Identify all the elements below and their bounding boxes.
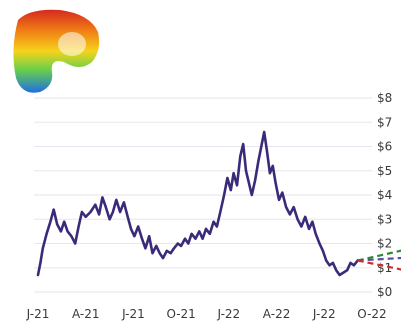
projection-line xyxy=(357,256,401,262)
x-tick-label: O-21 xyxy=(166,307,195,321)
x-tick-label: A-22 xyxy=(263,307,291,321)
x-tick-label: O-22 xyxy=(357,307,386,321)
series-line xyxy=(36,130,359,277)
y-tick-label: $7 xyxy=(377,115,392,129)
x-tick-label: J-22 xyxy=(216,307,240,321)
gridlines xyxy=(34,97,372,293)
logo-icon xyxy=(13,9,100,93)
y-tick-label: $4 xyxy=(377,188,392,202)
y-tick-label: $8 xyxy=(377,91,392,105)
x-tick-label: J-21 xyxy=(26,307,50,321)
x-axis-ticks: J-21 A-21 J-21 O-21 J-22 A-22 J-22 O-22 xyxy=(26,307,387,321)
x-tick-label: A-21 xyxy=(72,307,100,321)
y-tick-label: $3 xyxy=(377,212,392,226)
y-tick-label: $0 xyxy=(377,285,392,299)
x-tick-label: J-22 xyxy=(312,307,336,321)
y-tick-label: $5 xyxy=(377,164,392,178)
price-series xyxy=(36,130,359,277)
projection-lines xyxy=(357,249,401,271)
projection-line xyxy=(357,259,401,271)
y-tick-label: $2 xyxy=(377,237,392,251)
projection-line xyxy=(357,249,401,262)
x-tick-label: J-21 xyxy=(121,307,145,321)
y-tick-label: $6 xyxy=(377,140,392,154)
